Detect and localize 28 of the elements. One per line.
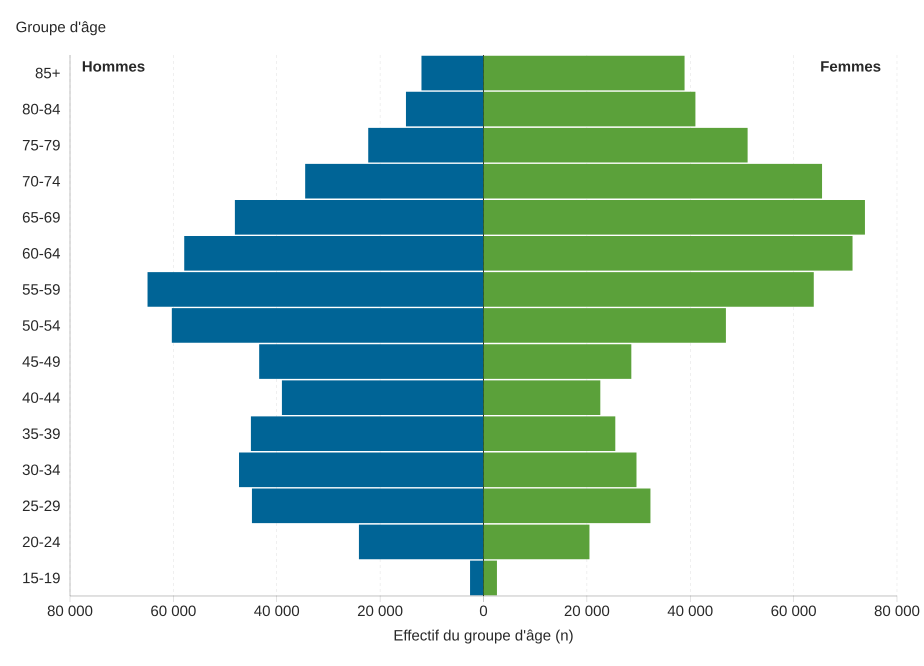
- y-tick-label: 60-64: [22, 248, 60, 259]
- x-tick-label: 80 000: [874, 606, 920, 616]
- y-tick-label: 55-59: [22, 284, 60, 295]
- x-tick-label: 0: [480, 606, 488, 616]
- y-tick-label: 30-34: [22, 464, 60, 476]
- text: Hommes: [82, 61, 145, 72]
- x-tick-label: 80 000: [48, 606, 92, 616]
- x-tick-label: 60 000: [151, 606, 196, 616]
- x-tick-label: 40 000: [254, 606, 300, 616]
- x-axis-title: Effectif du groupe d'âge (n): [394, 630, 573, 644]
- y-tick-label: 50-54: [22, 320, 60, 331]
- y-tick-label: 35-39: [22, 428, 60, 439]
- y-axis-title: Groupe d'âge: [16, 21, 106, 36]
- y-tick-label: 70-74: [22, 176, 60, 187]
- x-tick-label: 20 000: [358, 606, 402, 616]
- x-tick-label: 40 000: [668, 606, 713, 616]
- y-tick-label: 40-44: [22, 392, 60, 403]
- y-tick-label: 25-29: [22, 500, 60, 512]
- y-tick-label: 75-79: [22, 140, 60, 150]
- text: Femmes: [821, 61, 880, 72]
- y-tick-label: 15-19: [23, 572, 60, 584]
- y-tick-label: 65-69: [22, 212, 60, 223]
- x-tick-label: 20 000: [564, 606, 610, 616]
- x-tick-label: 60 000: [771, 606, 816, 616]
- y-tick-label: 80-84: [22, 104, 60, 114]
- y-tick-label: 85+: [36, 68, 60, 78]
- y-tick-label: 20-24: [22, 536, 60, 548]
- y-tick-label: 45-49: [22, 356, 60, 367]
